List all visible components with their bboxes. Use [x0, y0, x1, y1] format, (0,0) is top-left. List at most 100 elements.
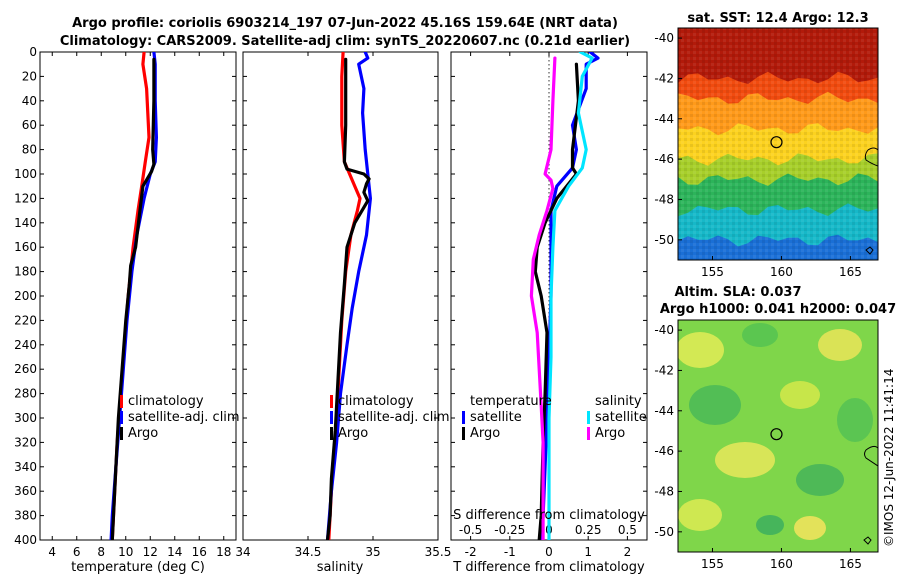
difference-xlabel: T difference from climatology	[452, 560, 645, 575]
x-tick-label: 14	[167, 545, 182, 559]
figure-title-line1: Argo profile: coriolis 6903214_197 07-Ju…	[72, 16, 618, 31]
map-y-tick-label: -44	[654, 112, 674, 126]
top-x-tick-label: -0.5	[459, 523, 482, 537]
argo-location-marker	[770, 428, 783, 441]
y-tick-label: 40	[22, 94, 37, 108]
legend-label-temp-argo: Argo	[470, 426, 500, 441]
x-tick-label: -1	[504, 545, 516, 559]
coastline-small-icon	[865, 246, 874, 255]
figure-title-line2: Climatology: CARS2009. Satellite-adj cli…	[60, 34, 630, 49]
x-tick-label: 4	[48, 545, 56, 559]
map-x-tick-label: 160	[770, 265, 793, 279]
top-x-tick-label: 0.25	[575, 523, 602, 537]
x-tick-label: 8	[97, 545, 105, 559]
map-y-tick-label: -40	[654, 31, 674, 45]
sla-map-title-line1: Altim. SLA: 0.037	[675, 285, 802, 300]
y-tick-label: 200	[14, 289, 37, 303]
temperature-ticks: 4 6 8 10 12 14 16 18020406080100120140160180200…	[14, 45, 236, 559]
salinity-ticks: 34 34.5 35 35.5	[235, 51, 452, 559]
series-line-argo	[110, 57, 156, 540]
legend-swatch-satellite	[120, 411, 123, 424]
sla-blob	[742, 323, 778, 347]
sla-map-ticks: 155 160 165 -40 -42 -44 -46 -48 -50	[654, 323, 861, 571]
coastline-small-icon	[863, 536, 872, 545]
series-line-temperature-argo	[533, 62, 581, 540]
sla-blob	[837, 398, 873, 442]
x-tick-label: 35.5	[425, 545, 452, 559]
x-tick-label: 34	[235, 545, 250, 559]
x-tick-label: 0	[545, 545, 553, 559]
legend-swatch-climatology	[120, 395, 123, 408]
sla-map-title-line2: Argo h1000: 0.041 h2000: 0.047	[660, 302, 896, 317]
coastline-icon	[864, 147, 878, 167]
y-tick-label: 380	[14, 509, 37, 523]
argo-location-marker	[770, 136, 783, 149]
legend-label-satellite: satellite-adj. clim	[338, 410, 450, 425]
legend-swatch-climatology	[330, 395, 333, 408]
x-tick-label: 2	[624, 545, 632, 559]
map-y-tick-label: -40	[654, 323, 674, 337]
y-tick-label: 220	[14, 313, 37, 327]
y-tick-label: 60	[22, 118, 37, 132]
y-tick-label: 400	[14, 533, 37, 547]
temperature-legend: climatology satellite-adj. clim Argo	[120, 394, 240, 441]
map-y-tick-label: -44	[654, 404, 674, 418]
salinity-lines	[325, 52, 372, 540]
x-tick-label: 35	[365, 545, 380, 559]
x-tick-label: -2	[465, 545, 477, 559]
y-tick-label: 340	[14, 460, 37, 474]
y-tick-label: 140	[14, 216, 37, 230]
difference-legend: temperature salinity satellite Argo sate…	[462, 394, 647, 441]
sla-blob	[678, 499, 722, 531]
x-tick-label: 34.5	[295, 545, 322, 559]
sst-map-frame	[677, 27, 879, 261]
legend-header-temperature: temperature	[470, 394, 552, 409]
series-line-satellite-adj-clim	[325, 52, 372, 540]
map-x-tick-label: 155	[701, 557, 724, 571]
x-tick-label: 10	[118, 545, 133, 559]
map-y-tick-label: -42	[654, 71, 674, 85]
legend-swatch-temp-argo	[462, 427, 465, 440]
legend-swatch-sal-satellite	[587, 411, 590, 424]
legend-label-argo: Argo	[128, 426, 158, 441]
sst-map-ticks: 155 160 165 -40 -42 -44 -46 -48 -50	[654, 31, 861, 279]
map-y-tick-label: -48	[654, 484, 674, 498]
temperature-lines	[109, 52, 158, 540]
x-tick-label: 6	[73, 545, 81, 559]
y-tick-label: 80	[22, 143, 37, 157]
sla-blob	[689, 385, 741, 425]
x-tick-label: 12	[143, 545, 158, 559]
top-x-tick-label: -0.25	[494, 523, 525, 537]
difference-lines	[529, 52, 600, 540]
map-x-tick-label: 165	[839, 557, 862, 571]
sst-map-title: sat. SST: 12.4 Argo: 12.3	[687, 11, 868, 26]
legend-header-salinity: salinity	[595, 394, 642, 409]
sla-blob	[678, 332, 724, 368]
y-tick-label: 280	[14, 387, 37, 401]
legend-label-satellite: satellite-adj. clim	[128, 410, 240, 425]
map-y-tick-label: -46	[654, 444, 674, 458]
salinity-xlabel: salinity	[317, 560, 364, 575]
legend-swatch-temp-satellite	[462, 411, 465, 424]
x-tick-label: 1	[584, 545, 592, 559]
series-line-salinity-satellite	[547, 52, 594, 540]
salinity-legend: climatology satellite-adj. clim Argo	[330, 394, 450, 441]
series-line-temperature-satellite	[539, 52, 600, 540]
y-tick-label: 360	[14, 484, 37, 498]
legend-label-climatology: climatology	[128, 394, 204, 409]
y-tick-label: 120	[14, 191, 37, 205]
y-tick-label: 260	[14, 362, 37, 376]
y-tick-label: 0	[29, 45, 37, 59]
map-x-tick-label: 155	[701, 265, 724, 279]
sst-map-image	[678, 28, 878, 260]
y-tick-label: 300	[14, 411, 37, 425]
legend-swatch-satellite	[330, 411, 333, 424]
map-y-tick-label: -48	[654, 192, 674, 206]
map-x-tick-label: 160	[770, 557, 793, 571]
y-tick-label: 160	[14, 240, 37, 254]
map-y-tick-label: -46	[654, 152, 674, 166]
y-tick-label: 320	[14, 435, 37, 449]
timestamp-watermark: ©IMOS 12-Jun-2022 11:41:14	[882, 369, 896, 547]
sla-blob	[715, 442, 775, 478]
